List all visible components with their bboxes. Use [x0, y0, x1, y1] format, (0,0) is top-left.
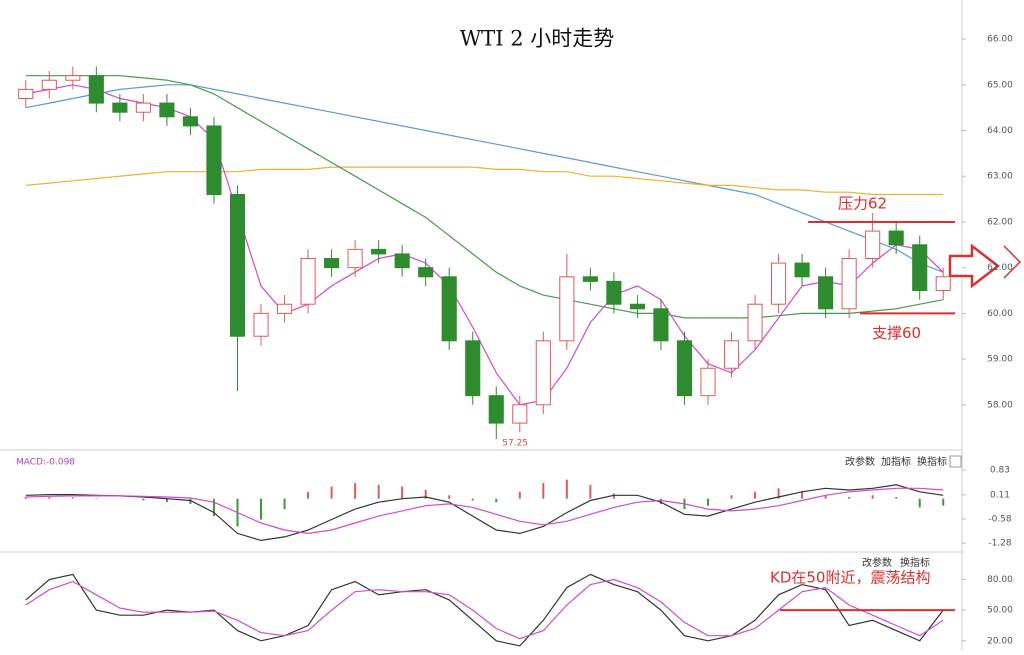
line: [25, 166, 944, 196]
y-tick-label: 0.83: [990, 465, 1010, 475]
candle-body: [582, 276, 598, 282]
toolbar-button[interactable]: 换指标: [917, 455, 947, 468]
candle-body: [18, 88, 34, 100]
candle-body: [206, 125, 222, 196]
candle-body: [912, 244, 928, 292]
candle-body: [865, 230, 881, 260]
y-tick-label: 62.00: [987, 217, 1013, 227]
y-tick-label: 66.00: [987, 35, 1013, 45]
close-button[interactable]: [949, 455, 962, 468]
y-tick-label: 80.00: [987, 575, 1013, 585]
candle-body: [394, 253, 410, 269]
candle-body: [441, 276, 457, 342]
candle-body: [465, 340, 481, 397]
y-tick-label: -0.58: [988, 514, 1012, 524]
candle-body: [182, 116, 198, 127]
arrow-icon: [948, 243, 1001, 289]
line: [25, 484, 944, 542]
candle-body: [159, 102, 175, 118]
line: [25, 487, 944, 535]
arrow-icon: [1003, 245, 1022, 279]
y-tick-label: 59.00: [987, 355, 1013, 365]
candle-body: [818, 276, 834, 310]
line: [25, 84, 944, 406]
candle-body: [324, 258, 340, 269]
low-label: 57.25: [502, 439, 528, 449]
line: [25, 573, 944, 647]
candle-body: [88, 75, 104, 104]
candle-body: [65, 75, 81, 81]
candle-body: [512, 404, 528, 424]
macd-label: MACD:-0.098: [16, 458, 75, 468]
candle-body: [794, 262, 810, 278]
annotation: KD在50附近，震荡结构: [770, 569, 930, 587]
candle-body: [888, 230, 904, 246]
y-tick-label: 65.00: [987, 80, 1013, 90]
candle-body: [606, 280, 622, 305]
candle-body: [676, 340, 693, 397]
candle-body: [723, 340, 740, 369]
candle-body: [253, 312, 269, 337]
candle-body: [700, 367, 716, 397]
level-label: 支撑60: [872, 324, 921, 342]
candle-body: [841, 258, 857, 310]
line: [25, 578, 944, 640]
toolbar-button[interactable]: 加指标: [881, 455, 911, 468]
candle-body: [276, 303, 293, 314]
y-tick-label: 64.00: [987, 126, 1013, 136]
y-tick-label: 58.00: [987, 400, 1013, 410]
candle-body: [747, 303, 763, 342]
candle-body: [300, 258, 316, 305]
chart-title: WTI 2 小时走势: [460, 27, 615, 51]
candle-body: [653, 308, 669, 342]
level-label: 压力62: [838, 194, 887, 212]
candle-body: [347, 248, 363, 269]
toolbar-button[interactable]: 改参数: [845, 455, 875, 468]
candle-body: [418, 267, 434, 278]
candle-body: [229, 194, 246, 337]
y-tick-label: 60.00: [987, 309, 1013, 319]
candle-body: [771, 262, 787, 305]
candle-body: [629, 303, 645, 310]
candle-body: [41, 79, 57, 90]
y-tick-label: 50.00: [987, 606, 1013, 616]
candle-body: [559, 276, 575, 342]
candle-body: [488, 395, 504, 424]
line: [25, 75, 944, 319]
candle-body: [935, 276, 951, 292]
y-tick-label: 61.00: [987, 263, 1013, 273]
y-tick-label: 20.00: [987, 636, 1013, 646]
candle-body: [371, 248, 387, 255]
candle-body: [535, 340, 551, 406]
candle-body: [135, 102, 151, 113]
line: [25, 84, 944, 273]
y-tick-label: 0.11: [990, 490, 1010, 500]
candle-body: [112, 102, 128, 113]
toolbar-button[interactable]: 换指标: [900, 556, 930, 569]
y-tick-label: -1.28: [988, 539, 1012, 549]
y-tick-label: 63.00: [987, 172, 1013, 182]
toolbar-button[interactable]: 改参数: [862, 556, 892, 569]
